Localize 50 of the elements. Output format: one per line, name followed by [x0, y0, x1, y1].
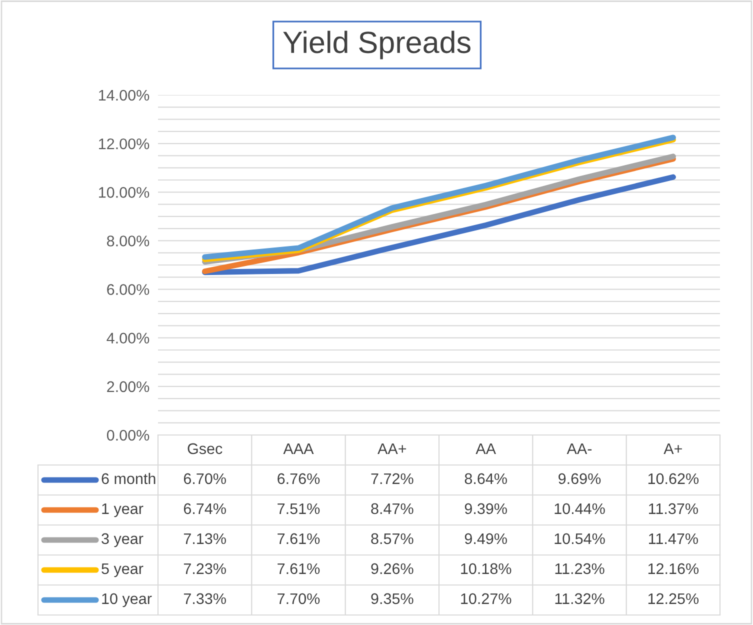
y-tick-label: 0.00% — [106, 430, 150, 441]
y-tick-label: 12.00% — [99, 138, 150, 150]
data-label: 7.61% — [278, 563, 320, 574]
data-label: 11.32% — [555, 593, 604, 604]
data-label: 10.54% — [554, 533, 605, 544]
data-label: 7.61% — [278, 533, 320, 544]
data-label: 9.26% — [371, 563, 414, 574]
data-label: 6.76% — [278, 473, 320, 484]
data-label: 9.69% — [558, 473, 601, 484]
y-tick-label: 10.00% — [99, 187, 150, 198]
data-label: 12.16% — [648, 563, 699, 574]
data-label: 12.25% — [648, 593, 699, 604]
data-label: 10.27% — [461, 593, 512, 604]
x-tick-label: Gsec — [188, 443, 222, 454]
data-label: 7.70% — [278, 593, 320, 604]
data-label: 8.57% — [371, 533, 414, 544]
y-tick-label: 14.00% — [99, 90, 150, 101]
y-tick-label: 4.00% — [106, 332, 150, 344]
data-label: 7.72% — [371, 473, 414, 484]
legend-label: 5 year — [102, 563, 144, 578]
x-tick-label: A+ — [664, 443, 682, 454]
x-tick-label: AA- — [566, 443, 592, 454]
chart-title: Yield Spreads — [283, 30, 470, 60]
data-label: 7.23% — [184, 563, 226, 574]
data-label: 10.44% — [554, 503, 605, 514]
data-label: 11.37% — [648, 503, 698, 514]
x-tick-label: AAA — [283, 443, 314, 454]
data-label: 10.62% — [648, 473, 699, 484]
data-label: 6.74% — [184, 503, 226, 514]
data-label: 9.49% — [464, 533, 507, 544]
data-label: 8.64% — [464, 473, 507, 484]
data-label: 11.23% — [555, 563, 604, 574]
x-tick-label: AA — [476, 443, 496, 454]
data-label: 8.47% — [371, 503, 414, 514]
legend-label: 3 year — [102, 533, 144, 548]
data-label: 7.33% — [184, 593, 226, 604]
data-label: 9.39% — [464, 503, 507, 514]
legend-label: 1 year — [102, 503, 144, 518]
data-label: 7.13% — [184, 533, 226, 544]
legend-label: 10 year — [102, 593, 152, 608]
y-tick-label: 2.00% — [107, 381, 150, 392]
legend-label: 6 month — [102, 472, 156, 484]
data-label: 9.35% — [371, 593, 414, 604]
data-label: 7.51% — [278, 503, 320, 514]
y-tick-label: 8.00% — [107, 236, 150, 246]
data-label: 11.47% — [648, 533, 698, 544]
y-tick-label: 6.00% — [107, 284, 150, 295]
data-label: 6.70% — [184, 473, 226, 484]
data-label: 10.18% — [461, 563, 512, 574]
x-tick-label: AA+ — [378, 443, 406, 454]
